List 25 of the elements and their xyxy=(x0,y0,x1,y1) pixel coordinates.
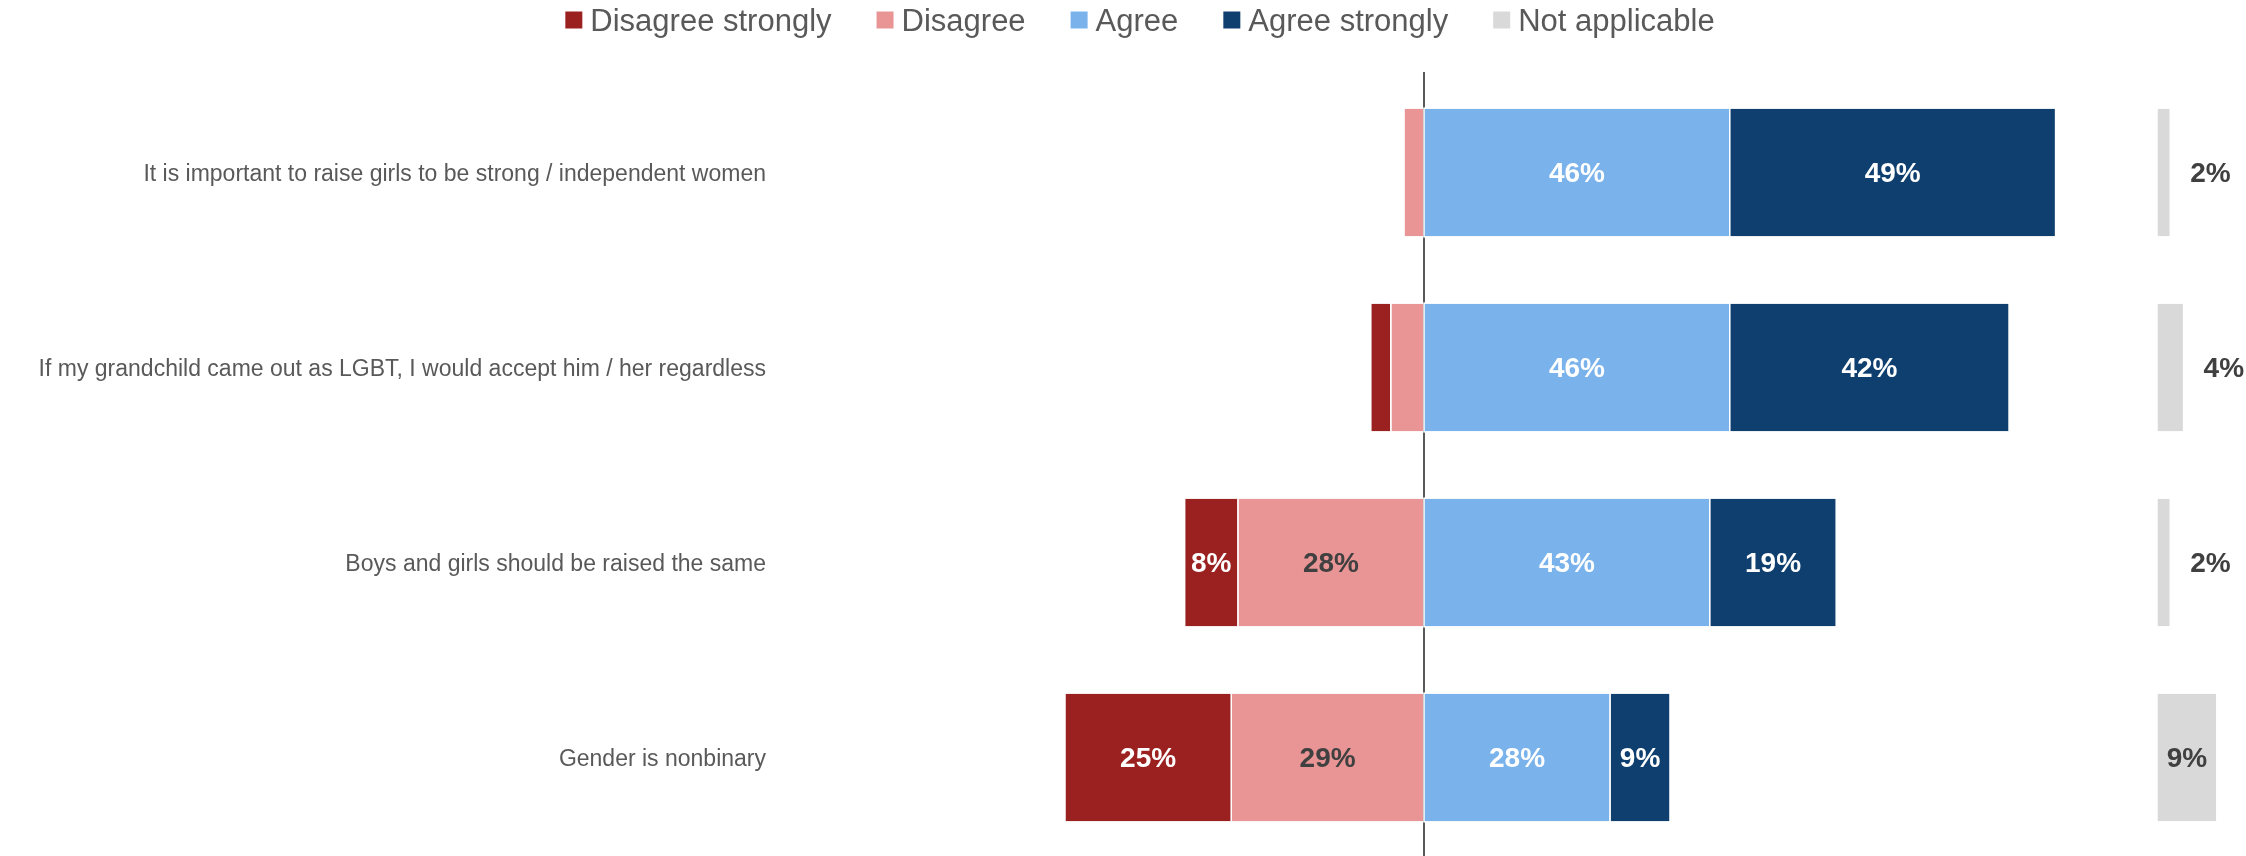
legend-label: Agree xyxy=(1095,2,1179,38)
data-label: 9% xyxy=(1619,742,1661,773)
legend-label: Agree strongly xyxy=(1248,2,1449,38)
data-label: 2% xyxy=(2190,157,2231,188)
legend-label: Not applicable xyxy=(1518,2,1715,38)
y-tick-label: Gender is nonbinary xyxy=(558,744,767,771)
data-label: 25% xyxy=(1120,742,1177,773)
y-tick-label: If my grandchild came out as LGBT, I would accept him / her regardless xyxy=(38,354,766,381)
data-label: 49% xyxy=(1864,157,1921,188)
data-label: 46% xyxy=(1548,352,1606,383)
data-label: 28% xyxy=(1302,547,1360,578)
legend-label: Disagree xyxy=(901,2,1026,38)
y-tick-label: Boys and girls should be raised the same xyxy=(345,549,766,576)
data-label: 8% xyxy=(1191,547,1232,578)
data-label: 42% xyxy=(1841,352,1898,383)
data-label: 4% xyxy=(2203,352,2245,383)
data-label: 29% xyxy=(1299,742,1356,773)
data-label: 28% xyxy=(1489,742,1546,773)
legend-label: Disagree strongly xyxy=(590,2,833,38)
data-label: 2% xyxy=(2190,547,2231,578)
data-label: 9% xyxy=(2166,742,2208,773)
y-tick-label: It is important to raise girls to be strong / independent women xyxy=(143,159,766,186)
data-label: 46% xyxy=(1548,157,1606,188)
data-label: 19% xyxy=(1745,547,1802,578)
data-label: 43% xyxy=(1538,547,1596,578)
